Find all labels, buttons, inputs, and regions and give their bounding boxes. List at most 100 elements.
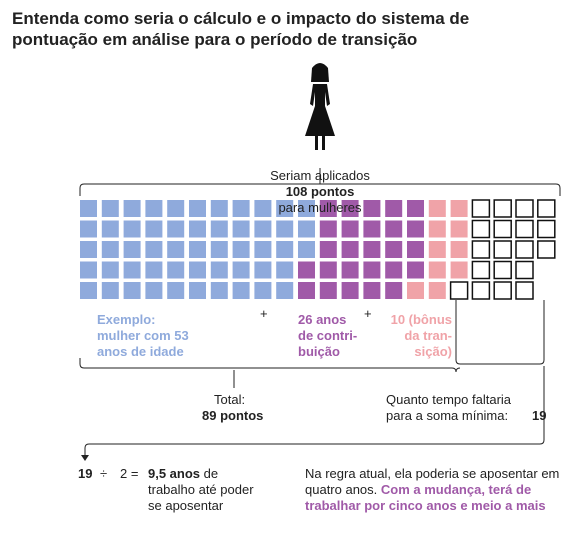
waffle-square <box>210 241 228 258</box>
waffle-square <box>450 220 468 238</box>
waffle-square <box>319 261 337 279</box>
waffle-square <box>363 220 381 238</box>
arrow <box>84 366 545 456</box>
waffle-square <box>189 220 206 238</box>
plus: + <box>364 306 372 321</box>
waffle-square <box>232 241 250 258</box>
waffle-square <box>123 200 141 217</box>
plus: + <box>260 306 268 321</box>
waffle-square <box>471 240 491 259</box>
waffle-square <box>189 261 206 279</box>
total-value: 89 pontos <box>202 408 264 423</box>
title: Entenda como seria o cálculo e o impacto… <box>12 9 470 49</box>
waffle-square <box>385 220 403 238</box>
waffle-square <box>493 240 512 259</box>
waffle-square <box>537 240 556 259</box>
waffle-square <box>232 282 250 299</box>
waffle-square <box>145 220 163 238</box>
waffle-square <box>80 261 97 279</box>
waffle-square <box>471 219 491 239</box>
caption: Seriam aplicados 108 pontos para mulhere… <box>0 152 588 216</box>
waffle-square <box>254 220 272 238</box>
waffle-square <box>537 219 556 239</box>
waffle-square <box>276 220 294 238</box>
waffle-square <box>101 241 119 258</box>
bottom-bracket <box>79 358 461 373</box>
waffle-square <box>189 200 206 217</box>
waffle-square <box>515 281 534 300</box>
calc-a: 19 <box>78 466 93 481</box>
waffle-square <box>450 200 468 217</box>
waffle-square <box>407 220 424 238</box>
waffle-square <box>407 241 424 258</box>
waffle-square <box>493 260 512 280</box>
waffle-square <box>493 219 512 239</box>
waffle-square <box>537 199 556 218</box>
top-bracket <box>79 183 561 196</box>
waffle-square <box>276 200 294 217</box>
missing-label: Quanto tempo faltaria para a soma mínima… <box>386 392 512 423</box>
waffle-square <box>298 241 315 258</box>
waffle-square <box>450 241 468 258</box>
missing-bracket <box>455 300 545 365</box>
waffle-square <box>407 261 424 279</box>
waffle-square <box>232 261 250 279</box>
waffle-square <box>189 282 206 299</box>
waffle-square <box>167 282 185 299</box>
waffle-square <box>232 220 250 238</box>
caption-bold: 108 pontos <box>285 184 355 199</box>
waffle-square <box>428 200 446 217</box>
waffle-square <box>385 282 403 299</box>
waffle-square <box>515 240 534 259</box>
waffle-square <box>341 282 359 299</box>
waffle-square <box>210 220 228 238</box>
waffle-square <box>428 220 446 238</box>
waffle-square <box>449 281 469 300</box>
waffle-square <box>80 200 97 217</box>
note: Na regra atual, ela poderia se aposentar… <box>305 466 567 514</box>
waffle-square <box>298 282 315 299</box>
waffle-square <box>428 261 446 279</box>
waffle-square <box>210 261 228 279</box>
waffle-square <box>363 241 381 258</box>
waffle-square <box>341 200 359 217</box>
calc-result-bold: 9,5 anos <box>148 466 201 481</box>
waffle-square <box>123 241 141 258</box>
caption-text: para mulheres <box>278 200 362 215</box>
waffle-square <box>319 241 337 258</box>
waffle-square <box>167 241 185 258</box>
waffle-square <box>341 261 359 279</box>
calc-result-text: de trabalho até poder se aposentar <box>148 466 254 513</box>
waffle-square <box>341 220 359 238</box>
waffle-square <box>101 261 119 279</box>
waffle-square <box>189 241 206 258</box>
waffle-square <box>298 220 315 238</box>
waffle-square <box>515 219 534 239</box>
total-label: Total: <box>214 392 246 407</box>
waffle-square <box>167 261 185 279</box>
waffle-square <box>167 200 185 217</box>
note-text: Na regra atual, ela poderia se aposentar… <box>305 466 560 497</box>
waffle-square <box>232 200 250 217</box>
caption-text: Seriam aplicados <box>270 168 370 183</box>
waffle-square <box>210 200 228 217</box>
waffle-square <box>298 261 315 279</box>
arrowhead <box>81 455 89 461</box>
waffle-square <box>145 200 163 217</box>
waffle-square <box>319 220 337 238</box>
waffle-square <box>254 241 272 258</box>
waffle-square <box>515 260 534 280</box>
waffle-square <box>363 200 381 217</box>
waffle-square <box>80 282 97 299</box>
calc-b: 2 = <box>120 466 139 481</box>
waffle-square <box>385 200 403 217</box>
group-label: 10 (bônus da tran- sição) <box>390 312 452 359</box>
waffle-square <box>145 282 163 299</box>
waffle-square <box>101 200 119 217</box>
waffle-square <box>167 220 185 238</box>
waffle-square <box>363 282 381 299</box>
waffle-square <box>471 281 491 300</box>
waffle-square <box>276 261 294 279</box>
waffle-square <box>145 261 163 279</box>
